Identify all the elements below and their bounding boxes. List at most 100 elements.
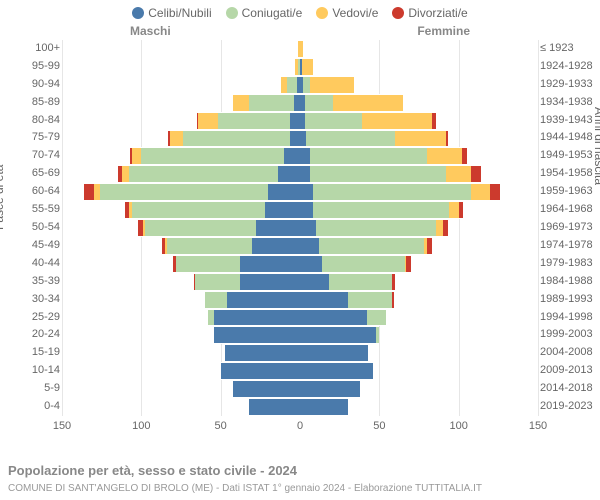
age-group-label: 20-24	[6, 328, 60, 340]
female-bar	[300, 362, 538, 380]
female-bar	[300, 326, 538, 344]
male-bar	[62, 40, 300, 58]
bar-segment-celibi	[233, 380, 300, 398]
age-group-label: 0-4	[6, 400, 60, 412]
bar-segment-celibi	[284, 147, 300, 165]
bar-segment-celibi	[278, 165, 300, 183]
bar-segment-celibi	[290, 112, 300, 130]
bar-segment-celibi	[240, 255, 300, 273]
bar-segment-vedovi	[446, 165, 471, 183]
birth-years-label: 1984-1988	[540, 275, 598, 287]
bar-segment-celibi	[300, 362, 373, 380]
bar-segment-celibi	[225, 344, 300, 362]
female-bar	[300, 147, 538, 165]
bar-segment-coniugati	[313, 183, 472, 201]
bar-segment-vedovi	[471, 183, 490, 201]
legend-item: Divorziati/e	[392, 6, 467, 20]
pyramid-row	[62, 94, 538, 112]
birth-years-label: 1954-1958	[540, 167, 598, 179]
bar-segment-coniugati	[319, 237, 424, 255]
age-group-label: 60-64	[6, 185, 60, 197]
birth-years-label: 1969-1973	[540, 221, 598, 233]
bar-segment-celibi	[300, 398, 348, 416]
age-group-label: 55-59	[6, 203, 60, 215]
pyramid-row	[62, 40, 538, 58]
male-bar	[62, 94, 300, 112]
bar-segment-celibi	[300, 147, 310, 165]
age-group-label: 100+	[6, 42, 60, 54]
legend-item: Vedovi/e	[316, 6, 378, 20]
bar-segment-vedovi	[170, 130, 183, 148]
male-bar	[62, 326, 300, 344]
legend-item: Coniugati/e	[226, 6, 303, 20]
female-bar	[300, 273, 538, 291]
male-bar	[62, 219, 300, 237]
male-bar	[62, 237, 300, 255]
bar-segment-vedovi	[198, 112, 217, 130]
bar-segment-divorziati	[462, 147, 467, 165]
male-bar	[62, 362, 300, 380]
female-bar	[300, 112, 538, 130]
bar-segment-coniugati	[322, 255, 405, 273]
legend-item: Celibi/Nubili	[132, 6, 211, 20]
age-group-label: 35-39	[6, 275, 60, 287]
male-bar	[62, 76, 300, 94]
age-group-label: 5-9	[6, 382, 60, 394]
age-group-label: 90-94	[6, 78, 60, 90]
birth-years-label: 1939-1943	[540, 114, 598, 126]
bar-segment-vedovi	[310, 76, 354, 94]
bar-segment-divorziati	[406, 255, 411, 273]
bar-segment-vedovi	[362, 112, 432, 130]
bar-segment-celibi	[256, 219, 300, 237]
female-bar	[300, 94, 538, 112]
male-bar	[62, 165, 300, 183]
bar-segment-celibi	[290, 130, 300, 148]
female-bar	[300, 237, 538, 255]
male-bar	[62, 147, 300, 165]
age-group-label: 40-44	[6, 257, 60, 269]
female-bar	[300, 201, 538, 219]
bar-segment-celibi	[300, 344, 368, 362]
male-bar	[62, 309, 300, 327]
legend-swatch	[132, 7, 144, 19]
legend-label: Celibi/Nubili	[148, 6, 211, 20]
bar-segment-celibi	[300, 201, 313, 219]
bar-segment-divorziati	[490, 183, 500, 201]
age-group-label: 15-19	[6, 346, 60, 358]
bar-segment-coniugati	[167, 237, 253, 255]
bar-segment-coniugati	[310, 165, 446, 183]
chart-subtitle: COMUNE DI SANT'ANGELO DI BROLO (ME) - Da…	[8, 483, 482, 494]
bar-segment-coniugati	[376, 326, 379, 344]
bar-segment-celibi	[300, 219, 316, 237]
x-tick-label: 0	[297, 420, 303, 432]
age-group-label: 95-99	[6, 60, 60, 72]
bar-segment-vedovi	[302, 58, 313, 76]
population-pyramid-plot	[62, 40, 538, 440]
bar-segment-celibi	[227, 291, 300, 309]
female-bar	[300, 183, 538, 201]
pyramid-row	[62, 344, 538, 362]
birth-years-label: 1949-1953	[540, 149, 598, 161]
legend-label: Coniugati/e	[242, 6, 303, 20]
bar-segment-celibi	[240, 273, 300, 291]
pyramid-row	[62, 309, 538, 327]
bar-segment-divorziati	[392, 291, 394, 309]
bar-segment-coniugati	[249, 94, 293, 112]
x-tick-label: 150	[529, 420, 547, 432]
chart-title: Popolazione per età, sesso e stato civil…	[8, 463, 297, 478]
bar-segment-vedovi	[449, 201, 459, 219]
birth-years-label: 2004-2008	[540, 346, 598, 358]
pyramid-row	[62, 112, 538, 130]
pyramid-row	[62, 326, 538, 344]
bar-segment-vedovi	[427, 147, 462, 165]
male-bar	[62, 273, 300, 291]
bar-segment-coniugati	[310, 147, 427, 165]
birth-years-label: 1974-1978	[540, 239, 598, 251]
bar-segment-coniugati	[316, 219, 437, 237]
pyramid-row	[62, 183, 538, 201]
pyramid-row	[62, 58, 538, 76]
bar-segment-coniugati	[132, 201, 265, 219]
bar-segment-coniugati	[329, 273, 392, 291]
female-bar	[300, 291, 538, 309]
pyramid-row	[62, 219, 538, 237]
